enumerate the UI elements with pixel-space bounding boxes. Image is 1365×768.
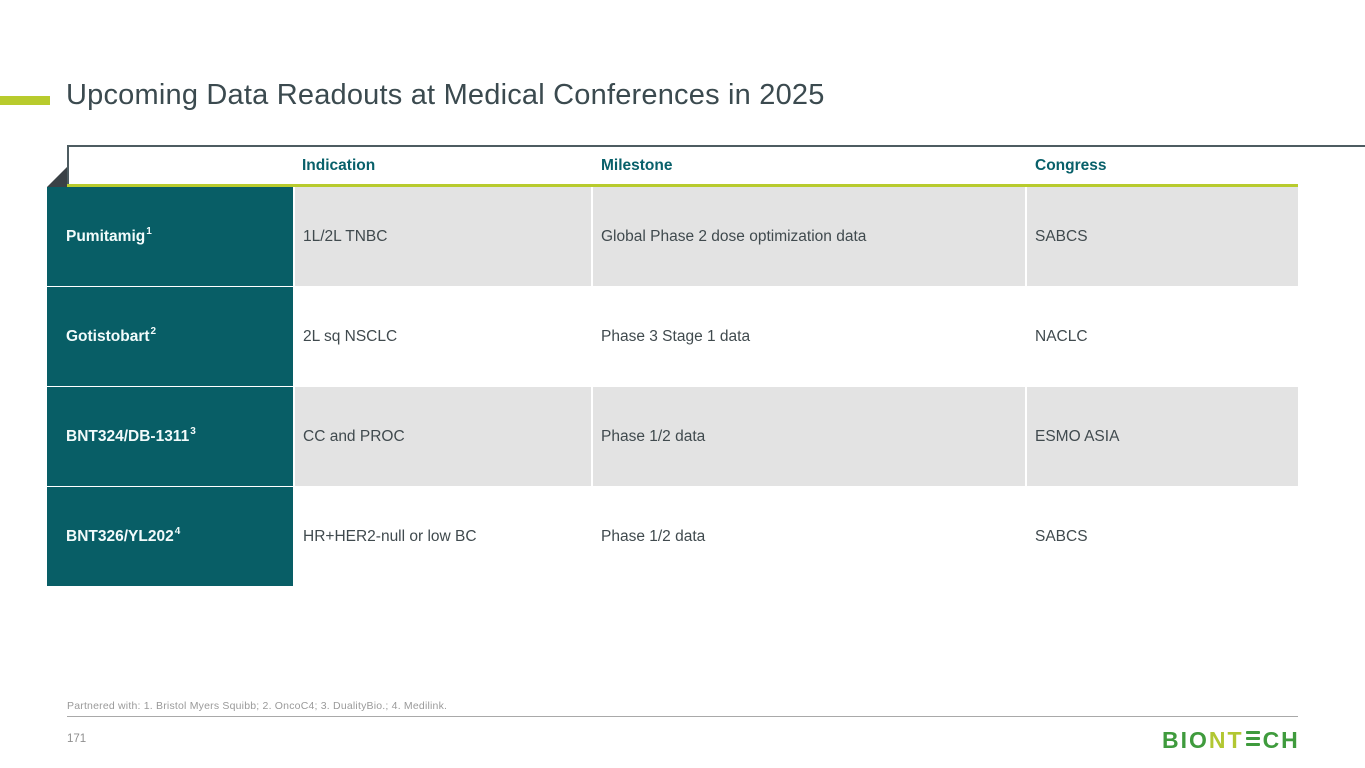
table-header-underline (67, 183, 1298, 187)
biontech-logo: BIO NT CH (1162, 729, 1300, 752)
program-name: BNT324/DB-1311 (66, 427, 190, 445)
program-cell: Pumitamig 1 (47, 187, 293, 286)
indication-cell: 2L sq NSCLC (295, 287, 591, 386)
folded-corner-shape (47, 167, 67, 187)
logo-text-nt: NT (1208, 727, 1244, 753)
indication-cell: HR+HER2-null or low BC (295, 487, 591, 586)
program-cell: BNT324/DB-1311 3 (47, 387, 293, 486)
footer-divider (67, 716, 1298, 717)
program-name: Gotistobart (66, 327, 150, 345)
page-title: Upcoming Data Readouts at Medical Confer… (66, 79, 825, 111)
logo-text-bio: BIO (1162, 727, 1209, 753)
partnership-footnote: Partnered with: 1. Bristol Myers Squibb;… (67, 700, 448, 712)
milestone-cell: Phase 1/2 data (593, 387, 1025, 486)
indication-cell: CC and PROC (295, 387, 591, 486)
program-cell: Gotistobart 2 (47, 287, 293, 386)
program-name: Pumitamig (66, 227, 146, 245)
logo-text-ch: CH (1262, 727, 1300, 753)
title-accent-bar (0, 95, 50, 105)
indication-cell: 1L/2L TNBC (295, 187, 591, 286)
program-cell: BNT326/YL202 4 (47, 487, 293, 586)
congress-cell: NACLC (1027, 287, 1298, 386)
column-header-milestone: Milestone (601, 157, 673, 174)
milestone-cell: Phase 1/2 data (593, 487, 1025, 586)
page-number: 171 (67, 733, 87, 745)
program-name: BNT326/YL202 (66, 527, 174, 545)
congress-cell: ESMO ASIA (1027, 387, 1298, 486)
table-header-top-border (67, 145, 1365, 147)
milestone-cell: Global Phase 2 dose optimization data (593, 187, 1025, 286)
column-header-congress: Congress (1035, 157, 1107, 174)
column-header-indication: Indication (302, 157, 376, 174)
logo-e-icon (1245, 731, 1260, 746)
congress-cell: SABCS (1027, 487, 1298, 586)
congress-cell: SABCS (1027, 187, 1298, 286)
data-table: Pumitamig 1 1L/2L TNBC Global Phase 2 dos… (47, 187, 1298, 586)
milestone-cell: Phase 3 Stage 1 data (593, 287, 1025, 386)
table-header-left-border (67, 145, 69, 186)
